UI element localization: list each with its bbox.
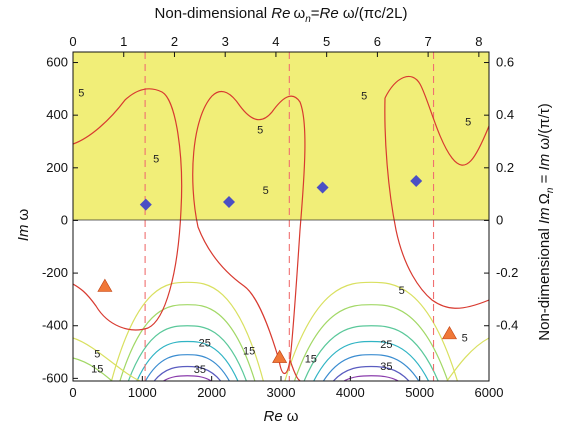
harmonic-dashed-lines (144, 52, 435, 381)
contour-level-35-right (303, 325, 439, 381)
triangle-markers (97, 278, 457, 363)
right-tick-label: -0.4 (496, 318, 518, 333)
contour-level-25-right (293, 304, 449, 381)
right-tick-label: 0.4 (496, 107, 514, 122)
contour-level-65-right (332, 365, 410, 381)
contour-level-45-right (313, 340, 430, 381)
diamond-marker-1 (139, 198, 152, 211)
contour-5-label: 5 (361, 90, 367, 102)
top-tick-label: 7 (425, 34, 432, 49)
contour-level-35-left (127, 325, 248, 381)
left-tick-label: 0 (61, 212, 68, 227)
contour-5-label: 5 (465, 117, 471, 129)
contour-5-label: 5 (263, 185, 269, 197)
contour-5-label: 5 (257, 125, 263, 137)
triangle-marker-1 (97, 278, 113, 292)
diamond-marker-3 (316, 181, 329, 194)
contour-level-75-right (342, 375, 400, 381)
right-tick-label: -0.2 (496, 265, 518, 280)
contour-label-15: 15 (305, 354, 317, 366)
right-axis-ticks: 0.6 0.4 0.2 0 -0.2 -0.4 (484, 55, 518, 333)
left-tick-label: -400 (42, 318, 68, 333)
bottom-tick-label: 6000 (475, 385, 504, 400)
contour-level-65-left (153, 365, 222, 381)
contour-label-35: 35 (194, 364, 206, 376)
left-tick-label: 400 (46, 107, 68, 122)
top-tick-label: 0 (69, 34, 76, 49)
contour-level-25-edge-left (73, 357, 113, 381)
contour-5-label: 5 (94, 348, 100, 360)
contour-level-15-edge-left (73, 337, 141, 381)
right-tick-label: 0.2 (496, 160, 514, 175)
contour-level-45-left (136, 340, 239, 381)
contour-level-55-left (144, 354, 231, 381)
contour-5-labels: 5 5 5 5 5 5 5 5 5 (78, 88, 471, 361)
top-tick-label: 6 (374, 34, 381, 49)
left-tick-label: 600 (46, 55, 68, 70)
right-tick-label: 0.6 (496, 55, 514, 70)
left-tick-label: 200 (46, 160, 68, 175)
contour-label-15: 15 (243, 346, 255, 358)
left-axis-ticks: 600 400 200 0 -200 -400 -600 (42, 55, 78, 385)
contour-label-35: 35 (380, 361, 392, 373)
top-tick-label: 3 (222, 34, 229, 49)
bottom-tick-label: 4000 (336, 385, 365, 400)
bottom-tick-label: 0 (69, 385, 76, 400)
diamond-markers (139, 174, 423, 211)
bottom-tick-label: 5000 (405, 385, 434, 400)
diamond-marker-4 (410, 174, 423, 187)
top-axis-ticks: 0 1 2 3 4 5 6 7 8 (69, 34, 482, 57)
left-tick-label: -200 (42, 265, 68, 280)
top-tick-label: 5 (323, 34, 330, 49)
left-axis-title: Imω (15, 209, 32, 242)
contour-label-25: 25 (199, 337, 211, 349)
contour-level-15-right (284, 281, 459, 381)
bottom-axis-title: Re ω (264, 408, 299, 425)
contour-level-55-right (322, 354, 420, 381)
contour-5-label: 5 (399, 285, 405, 297)
right-tick-label: 0 (496, 212, 503, 227)
contour-level-15-edge-right (446, 337, 489, 381)
triangle-marker-2 (272, 349, 288, 363)
top-tick-label: 4 (272, 34, 279, 49)
bottom-tick-label: 2000 (197, 385, 226, 400)
contour-5-label: 5 (153, 154, 159, 166)
contour-level-15-left (110, 281, 264, 381)
top-tick-label: 2 (171, 34, 178, 49)
left-tick-label: -600 (42, 370, 68, 385)
top-tick-label: 1 (120, 34, 127, 49)
top-tick-label: 8 (475, 34, 482, 49)
contour-level-25-left (119, 304, 256, 381)
contour-label-15: 15 (91, 364, 103, 376)
contour-labels-lower: 15 25 35 15 15 25 35 (91, 337, 392, 376)
contour-level-75-left (162, 375, 213, 381)
unstable-region (73, 52, 489, 220)
triangle-marker-3 (441, 326, 457, 340)
bottom-axis-ticks: 0 1000 2000 3000 4000 5000 6000 (69, 376, 503, 400)
right-axis-title: Non-dimensional ImΩn = Im ω/(π/τ) (536, 103, 556, 340)
contour-5-label: 5 (78, 88, 84, 100)
bottom-tick-label: 3000 (267, 385, 296, 400)
contour-label-25: 25 (380, 339, 392, 351)
contour-lines-lower (73, 281, 489, 381)
diamond-marker-2 (223, 196, 235, 209)
contour-5-label: 5 (462, 333, 468, 345)
top-axis-title: Non-dimensional Re ωn=Re ω/(πc/2L) (155, 5, 408, 25)
contour-level-5 (73, 75, 489, 381)
bottom-tick-label: 1000 (128, 385, 157, 400)
